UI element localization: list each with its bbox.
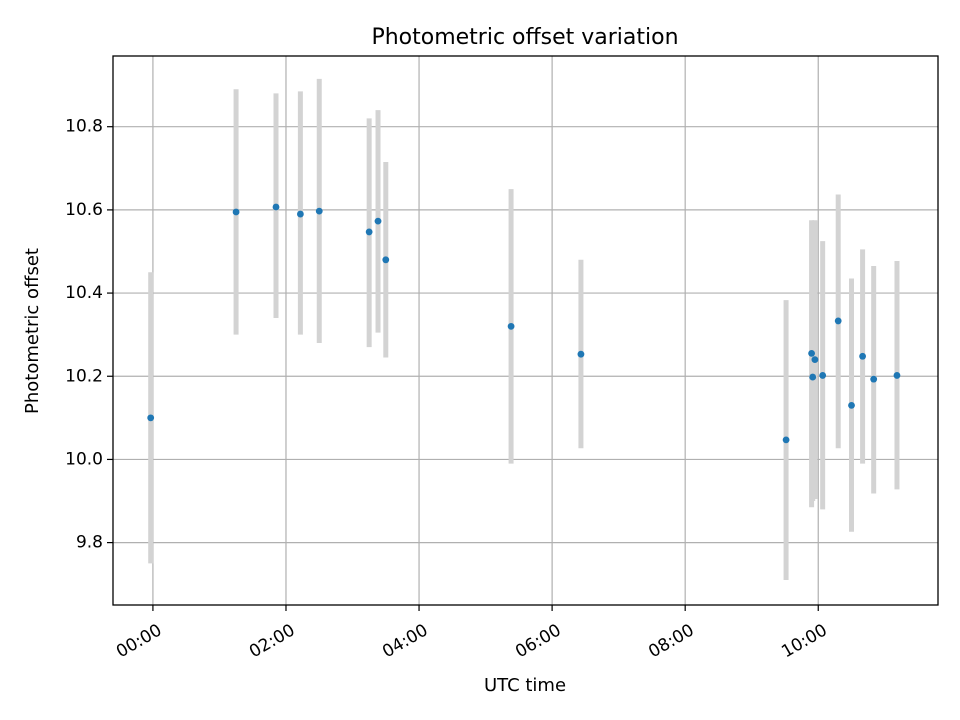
y-axis: 9.8 10.0 10.2 10.4 10.6 10.8 [65,117,113,553]
data-point [859,352,866,360]
data-point [811,356,819,364]
data-point [870,375,878,383]
data-points [147,203,901,444]
data-point [834,317,842,325]
data-point [147,414,155,422]
data-point [382,256,390,264]
data-point [782,436,790,444]
data-point [374,217,382,225]
data-point [808,349,815,357]
y-axis-label: Photometric offset [22,248,43,414]
data-point [848,401,855,409]
data-point [296,210,304,218]
data-point [809,373,817,381]
data-point [893,372,901,379]
plot-frame [112,55,939,606]
data-point [577,350,585,358]
x-axis-label: UTC time [484,675,566,696]
data-point [365,228,373,236]
y-tick-label: 9.8 [76,533,103,553]
data-point [232,208,240,216]
y-tick-label: 10.0 [65,449,103,469]
y-tick-label: 10.4 [65,283,103,303]
data-point [315,207,323,215]
y-tick-label: 10.2 [65,366,103,386]
y-tick-label: 10.6 [65,200,103,220]
grid [113,56,938,605]
data-point [819,372,827,379]
chart-title: Photometric offset variation [371,25,678,50]
y-tick-label: 10.8 [65,117,103,137]
data-point [507,322,515,330]
data-point [272,203,280,211]
